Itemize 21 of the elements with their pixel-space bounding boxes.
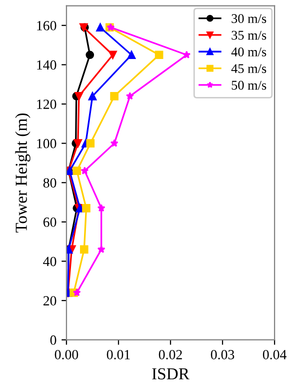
x-axis-title: ISDR bbox=[152, 368, 190, 380]
x-tick-label: 0.01 bbox=[106, 350, 130, 360]
y-tick-label: 0 bbox=[50, 335, 56, 345]
y-axis-title: Tower Height (m) bbox=[15, 113, 30, 233]
legend-label: 30 m/s bbox=[232, 14, 266, 24]
x-tick-label: 0.03 bbox=[210, 350, 234, 360]
y-tick-label: 160 bbox=[37, 20, 56, 30]
x-tick-label: 0.00 bbox=[54, 350, 78, 360]
legend-label: 35 m/s bbox=[232, 30, 266, 40]
y-tick-label: 80 bbox=[43, 178, 56, 188]
legend-label: 40 m/s bbox=[231, 47, 266, 56]
x-tick-label: 0.04 bbox=[262, 350, 286, 360]
y-tick-label: 40 bbox=[43, 256, 56, 266]
y-tick-label: 20 bbox=[43, 296, 56, 306]
legend-label: 45 m/s bbox=[231, 64, 266, 74]
y-tick-label: 60 bbox=[43, 218, 56, 227]
y-tick-label: 100 bbox=[37, 138, 56, 148]
y-tick-label: 140 bbox=[37, 60, 56, 70]
legend-label: 50 m/s bbox=[232, 80, 266, 90]
y-tick-label: 120 bbox=[37, 100, 56, 109]
x-tick-label: 0.02 bbox=[158, 350, 182, 360]
